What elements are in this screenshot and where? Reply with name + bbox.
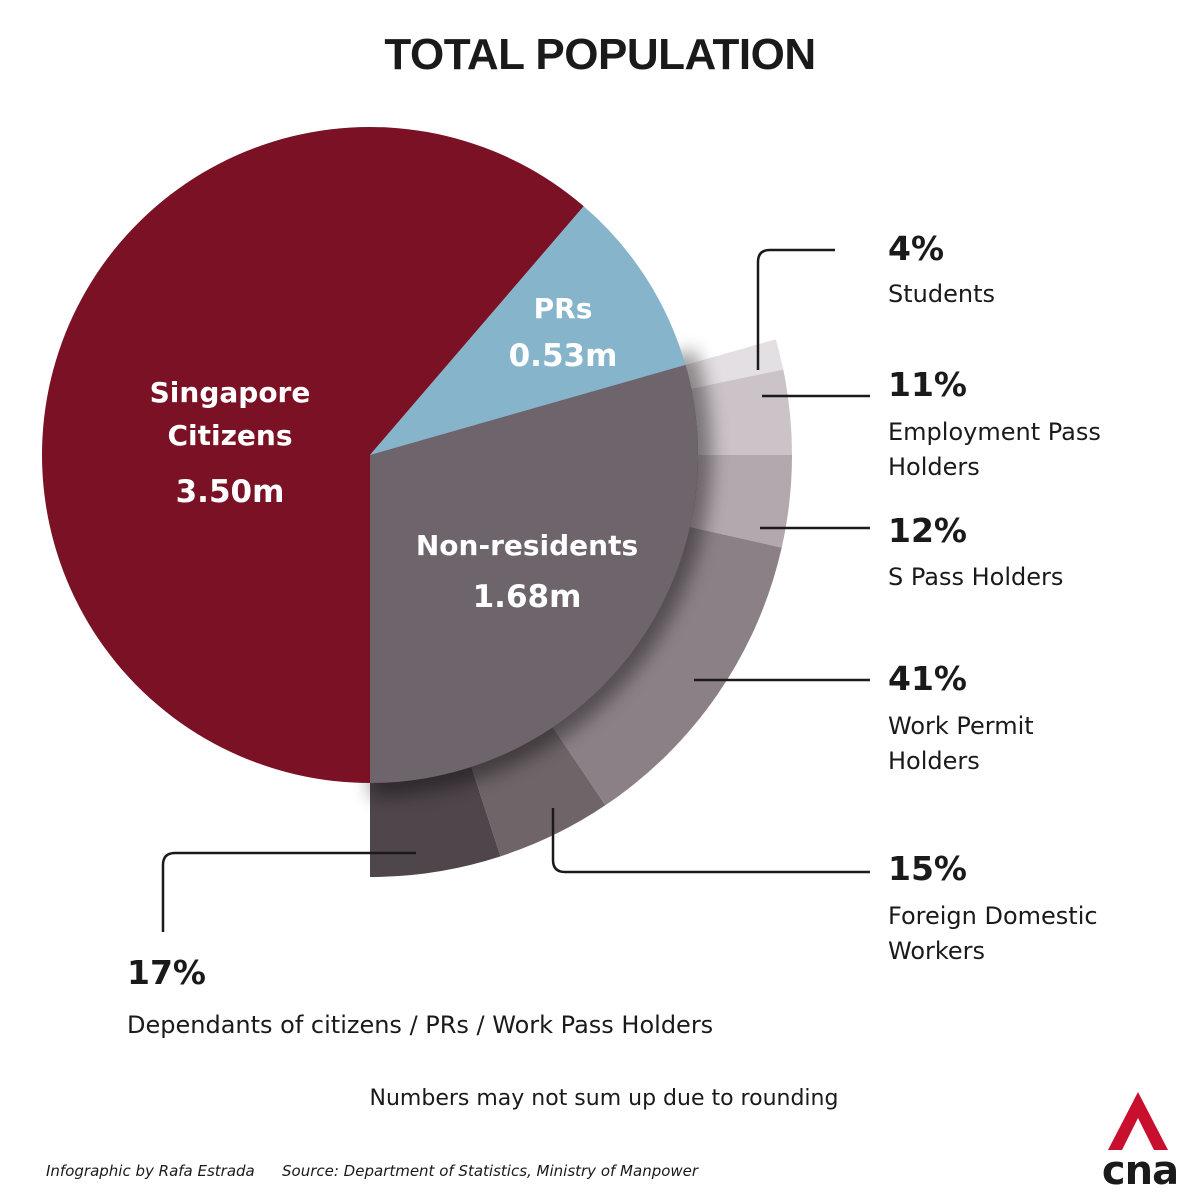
callout-label-work-permit-holders: Work Permit	[888, 712, 1034, 740]
rounding-note: Numbers may not sum up due to rounding	[369, 1086, 839, 1111]
slice-value-singapore-citizens: 3.50m	[176, 474, 285, 510]
ring-segment-work-permit-holders	[547, 524, 782, 806]
callout-percent-employment-pass-holders: 11%	[888, 365, 967, 404]
callout-label-s-pass-holders: S Pass Holders	[888, 563, 1063, 591]
cna-logo-text: cna	[1102, 1148, 1178, 1188]
cna-logo: cna	[1102, 1092, 1179, 1188]
callout-label-dependants-of-citizens-prs-work-pass-holders: Dependants of citizens / PRs / Work Pass…	[127, 1011, 713, 1039]
callout-percent-foreign-domestic-workers: 15%	[888, 849, 967, 888]
slice-non-residents	[370, 365, 699, 783]
callout-label-employment-pass-holders: Employment Pass	[888, 418, 1101, 446]
slice-value-non-residents: 1.68m	[473, 579, 582, 615]
chart-title: TOTAL POPULATION	[384, 30, 816, 79]
slice-label-singapore-citizens: Singapore	[150, 376, 311, 409]
callout-label-work-permit-holders: Holders	[888, 747, 980, 775]
leader-line-dependants-of-citizens-prs-work-pass-holders	[161, 851, 416, 932]
breakdown-labels: 4% Students 11% Employment Pass Holders 12% S …	[127, 229, 1101, 1039]
callout-percent-s-pass-holders: 12%	[888, 511, 967, 550]
callout-label-students: Students	[888, 280, 995, 308]
slice-labels: Singapore Citizens 3.50m PRs 0.53m Non-reside…	[150, 292, 639, 615]
infographic-credit: Infographic by Rafa Estrada	[46, 1162, 255, 1180]
callout-label-foreign-domestic-workers: Foreign Domestic	[888, 902, 1098, 930]
slice-prs	[370, 206, 686, 455]
callout-label-foreign-domestic-workers: Workers	[888, 937, 985, 965]
slice-label-non-residents: Non-residents	[416, 529, 638, 562]
cna-logo-mark-icon	[1108, 1092, 1168, 1150]
slice-label-prs: PRs	[534, 292, 593, 325]
callout-percent-dependants-of-citizens-prs-work-pass-holders: 17%	[127, 953, 206, 992]
source-credit: Source: Department of Statistics, Minist…	[282, 1162, 699, 1180]
slice-label-singapore-citizens: Citizens	[167, 419, 292, 452]
leader-line-foreign-domestic-workers	[551, 808, 870, 874]
callout-label-employment-pass-holders: Holders	[888, 453, 980, 481]
leader-line-students	[756, 248, 835, 370]
slice-value-prs: 0.53m	[509, 338, 618, 374]
pie-slices	[41, 126, 699, 783]
callout-percent-work-permit-holders: 41%	[888, 659, 967, 698]
callout-percent-students: 4%	[888, 229, 944, 268]
leader-lines	[161, 248, 870, 932]
